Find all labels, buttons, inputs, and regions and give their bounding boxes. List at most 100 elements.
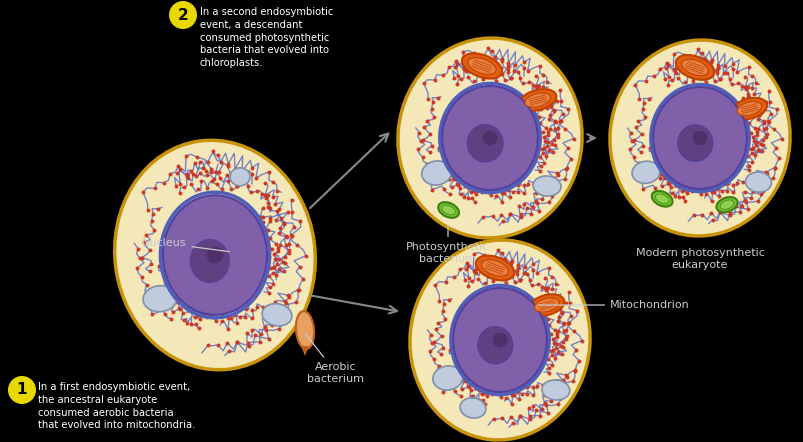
Point — [517, 182, 530, 189]
Point — [699, 79, 711, 86]
Point — [675, 67, 688, 74]
Point — [726, 65, 739, 72]
Point — [465, 376, 478, 383]
Point — [293, 217, 306, 225]
Point — [636, 185, 649, 192]
Point — [272, 206, 285, 213]
Ellipse shape — [438, 202, 459, 218]
Point — [169, 298, 182, 305]
Point — [521, 375, 534, 382]
Point — [164, 170, 177, 177]
Point — [273, 241, 286, 248]
Point — [532, 82, 544, 89]
Point — [520, 204, 532, 211]
Point — [233, 313, 246, 320]
Point — [161, 268, 173, 275]
Point — [486, 213, 499, 220]
Point — [513, 75, 526, 82]
Point — [475, 396, 488, 404]
Point — [267, 280, 279, 287]
Point — [642, 144, 655, 151]
Point — [210, 180, 223, 187]
Point — [446, 172, 459, 179]
Point — [658, 175, 671, 182]
Point — [704, 66, 717, 73]
Point — [456, 374, 469, 381]
Point — [432, 362, 445, 370]
Point — [557, 176, 570, 183]
Point — [533, 94, 546, 101]
Point — [535, 283, 548, 290]
Point — [553, 118, 566, 125]
Point — [131, 265, 144, 272]
Point — [716, 69, 729, 76]
Point — [287, 223, 300, 230]
Point — [540, 183, 552, 191]
Point — [551, 348, 564, 355]
Ellipse shape — [230, 168, 250, 186]
Point — [551, 317, 564, 324]
Point — [177, 316, 190, 324]
Point — [533, 119, 546, 126]
Point — [631, 118, 644, 125]
Point — [623, 146, 636, 153]
Point — [254, 214, 267, 221]
Point — [507, 392, 520, 399]
Point — [487, 62, 499, 69]
Point — [530, 125, 543, 132]
Point — [271, 256, 284, 263]
Point — [267, 314, 279, 321]
Point — [259, 256, 272, 263]
Point — [624, 129, 637, 136]
Ellipse shape — [631, 161, 659, 183]
Point — [424, 331, 437, 338]
Point — [759, 125, 772, 132]
Point — [211, 341, 224, 348]
Point — [625, 137, 638, 144]
Point — [215, 186, 228, 193]
Point — [656, 171, 669, 179]
Point — [470, 186, 483, 193]
Point — [749, 142, 762, 149]
Point — [741, 114, 754, 121]
Point — [458, 276, 471, 283]
Point — [255, 190, 268, 197]
Point — [555, 309, 568, 316]
Point — [461, 73, 474, 80]
Point — [698, 55, 711, 62]
Point — [548, 118, 560, 125]
Ellipse shape — [453, 288, 546, 392]
Point — [181, 171, 194, 178]
Point — [270, 240, 283, 247]
Point — [634, 130, 647, 137]
Point — [713, 76, 726, 83]
Point — [550, 183, 563, 190]
Point — [461, 282, 474, 290]
Point — [513, 211, 526, 218]
Point — [568, 367, 581, 374]
Point — [549, 333, 562, 340]
Point — [266, 245, 279, 252]
Point — [677, 182, 690, 189]
Point — [494, 265, 507, 272]
Point — [661, 81, 674, 88]
Point — [491, 272, 503, 279]
Point — [445, 162, 458, 169]
Point — [230, 183, 243, 190]
Point — [677, 187, 690, 194]
Point — [165, 316, 177, 323]
Point — [536, 84, 549, 91]
Point — [256, 214, 269, 221]
Point — [527, 121, 540, 128]
Point — [545, 391, 558, 398]
Point — [503, 75, 516, 82]
Point — [537, 145, 550, 152]
Point — [235, 168, 248, 175]
Point — [545, 141, 558, 148]
Point — [481, 272, 494, 279]
Point — [522, 79, 535, 86]
Point — [165, 286, 178, 293]
Point — [495, 211, 507, 218]
Point — [471, 70, 483, 77]
Point — [168, 295, 181, 302]
